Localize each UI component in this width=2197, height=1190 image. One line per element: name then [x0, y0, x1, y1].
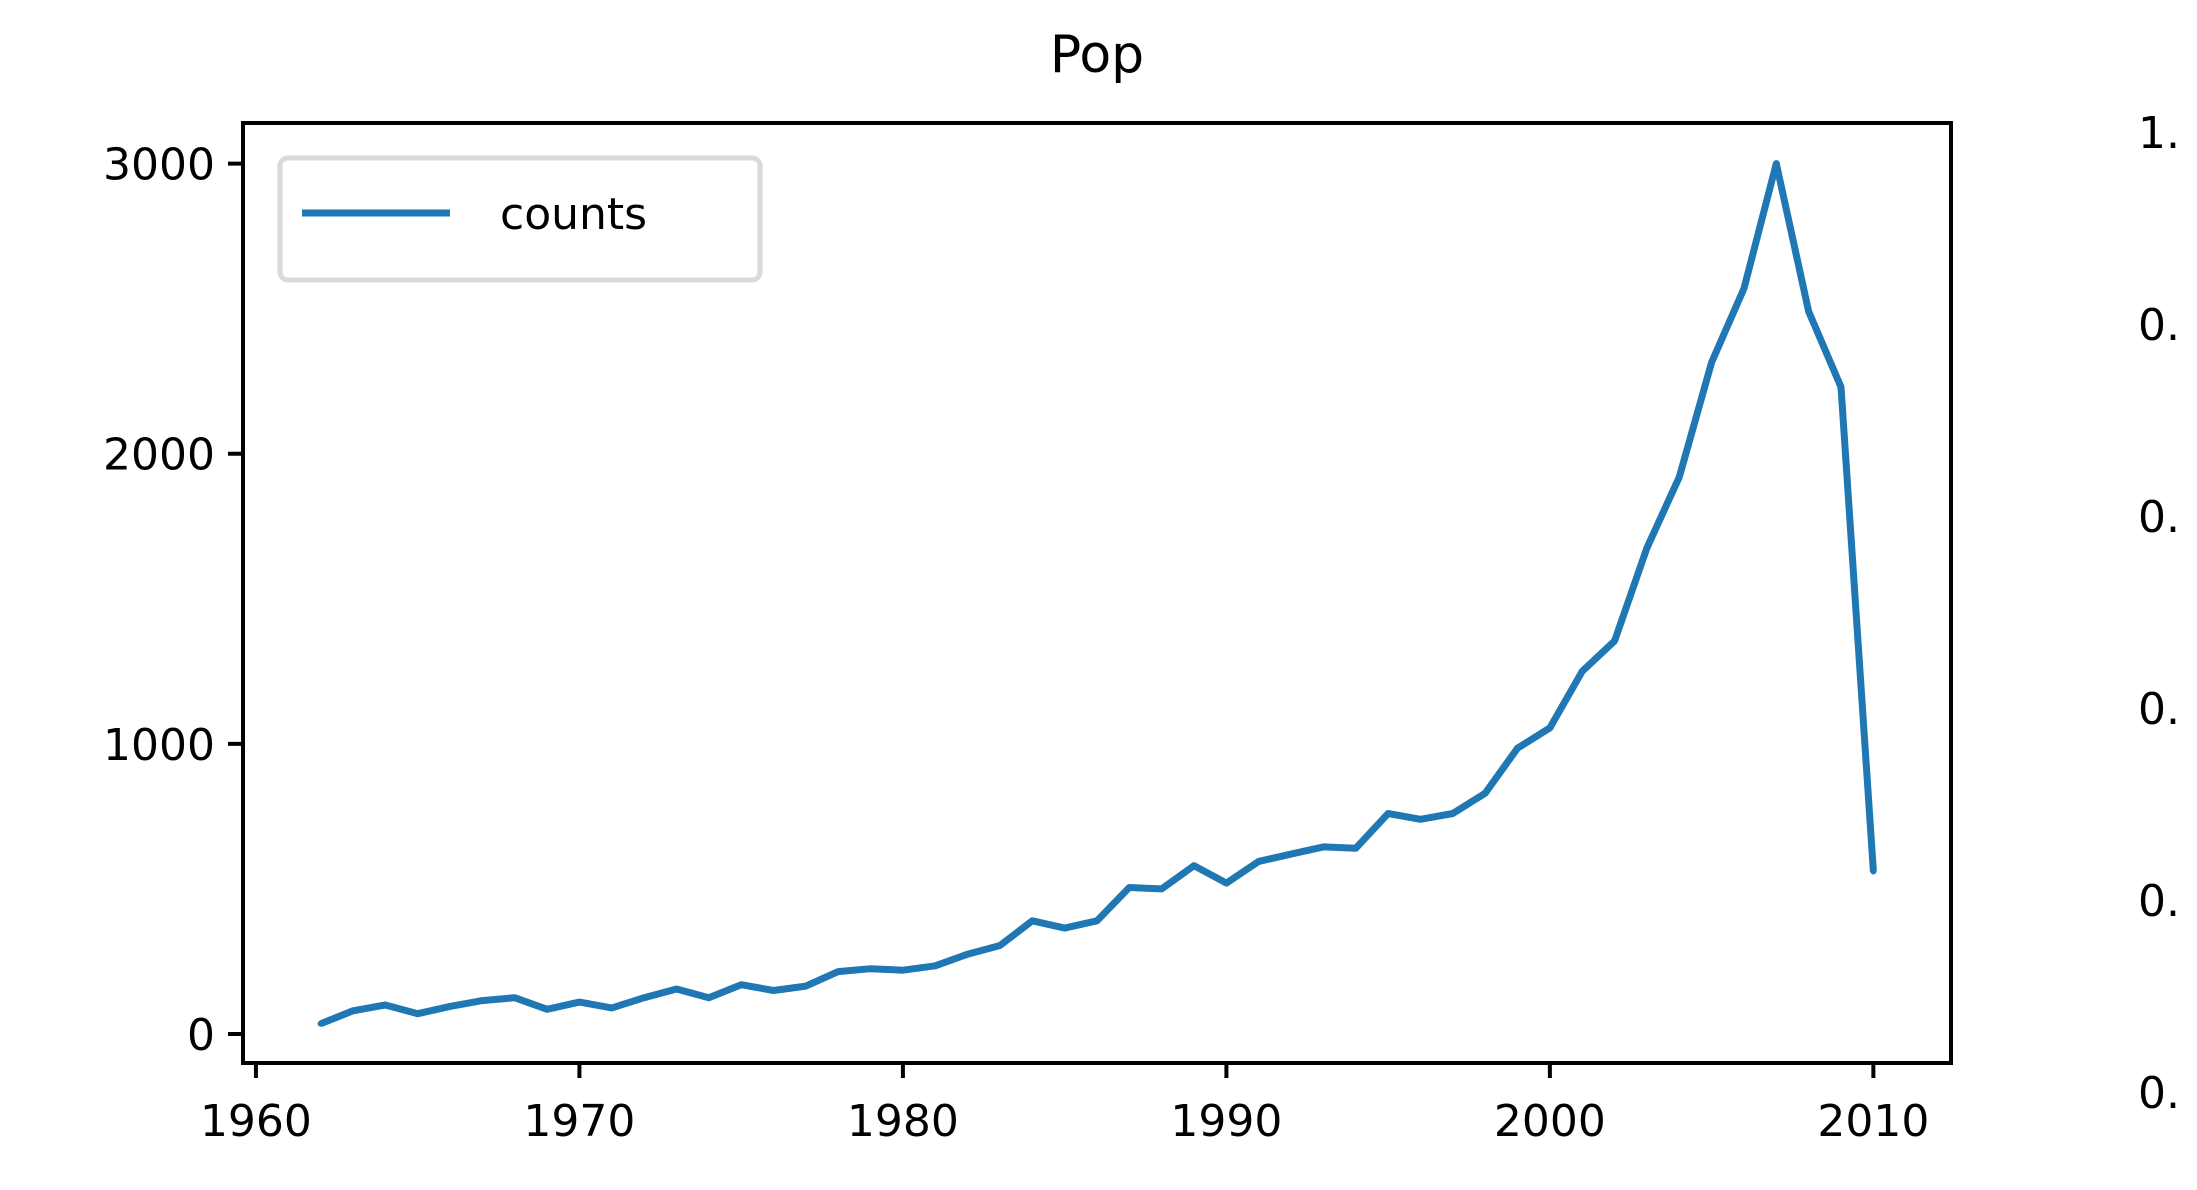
data-point-counts [1870, 868, 1877, 875]
data-point-counts [1029, 917, 1036, 924]
data-point-counts [1223, 880, 1230, 887]
data-point-counts [1126, 884, 1133, 891]
x-axis-ticks: 1960 1970 1980 1990 2000 2010 [200, 1063, 1929, 1147]
data-point-counts [1385, 810, 1392, 817]
data-point-counts [1643, 545, 1650, 551]
data-point-counts [1061, 925, 1068, 932]
data-point-counts [1579, 668, 1586, 675]
legend: counts [277, 155, 763, 283]
data-point-counts [1094, 917, 1100, 924]
data-point-counts [317, 1020, 324, 1027]
x-tick-label: 1980 [847, 1096, 959, 1147]
second-chart-y-tick-label: 0. [2138, 684, 2180, 735]
data-point-counts [608, 1004, 615, 1011]
x-tick-label: 1990 [1170, 1096, 1282, 1147]
second-chart-y-tick-label: 0. [2138, 876, 2180, 927]
series-line-counts [319, 160, 1877, 1028]
data-point-counts [576, 999, 583, 1006]
data-point-counts [544, 1006, 551, 1013]
plot-area-frame [241, 121, 1953, 1065]
x-tick-label: 1960 [200, 1096, 312, 1147]
data-point-counts [382, 1002, 389, 1008]
y-tick-label: 3000 [103, 140, 215, 191]
data-point-counts [770, 987, 777, 994]
second-chart-y-tick-label: 0. [2138, 1068, 2180, 1119]
data-point-counts [964, 951, 971, 958]
data-point-counts [1546, 724, 1553, 731]
data-point-counts [479, 997, 486, 1004]
data-point-counts [1514, 745, 1521, 752]
chart-title: Pop [1050, 25, 1144, 85]
data-point-counts [673, 986, 680, 992]
second-chart-y-tick-labels: 1. 0. 0. 0. 0. 0. [2138, 108, 2180, 1119]
data-point-counts [899, 967, 906, 974]
x-tick-label: 2000 [1494, 1096, 1606, 1147]
y-tick-label: 1000 [103, 720, 215, 771]
data-point-counts [932, 962, 939, 969]
data-point-counts [1482, 790, 1489, 797]
data-point-counts [414, 1010, 421, 1017]
data-point-counts [1741, 285, 1747, 292]
second-chart-y-tick-label: 0. [2138, 492, 2180, 543]
data-point-counts [1676, 474, 1683, 480]
data-point-counts [1611, 637, 1618, 644]
x-tick-label: 2010 [1817, 1096, 1929, 1147]
data-point-counts [738, 981, 745, 988]
data-point-counts [1352, 845, 1359, 852]
legend-frame [277, 155, 763, 283]
y-axis-ticks: 0 1000 2000 3000 [103, 140, 243, 1061]
data-point-counts [835, 968, 842, 975]
data-point-counts [511, 994, 518, 1001]
data-point-counts [1255, 858, 1262, 865]
data-point-counts [705, 994, 712, 1001]
data-point-counts [1320, 843, 1327, 850]
data-point-counts [350, 1007, 356, 1014]
data-point-counts [641, 994, 648, 1001]
data-point-counts [1773, 160, 1780, 167]
data-point-counts [1838, 384, 1844, 390]
x-tick-label: 1970 [523, 1096, 635, 1147]
y-tick-label: 0 [187, 1010, 215, 1061]
y-tick-label: 2000 [103, 430, 215, 481]
series-points-counts [317, 160, 1877, 1027]
legend-label-counts: counts [500, 189, 647, 240]
data-point-counts [802, 983, 809, 990]
data-point-counts [447, 1003, 453, 1010]
second-chart-y-tick-label: 0. [2138, 300, 2180, 351]
data-point-counts [1449, 810, 1456, 817]
data-point-counts [1417, 816, 1424, 823]
data-point-counts [867, 965, 874, 972]
data-point-counts [1805, 308, 1812, 315]
data-point-counts [1191, 862, 1197, 869]
data-point-counts [1708, 359, 1715, 366]
data-point-counts [997, 942, 1003, 949]
data-point-counts [1158, 885, 1165, 892]
second-chart-y-tick-label: 1. [2138, 108, 2180, 159]
data-point-counts [1288, 851, 1295, 858]
